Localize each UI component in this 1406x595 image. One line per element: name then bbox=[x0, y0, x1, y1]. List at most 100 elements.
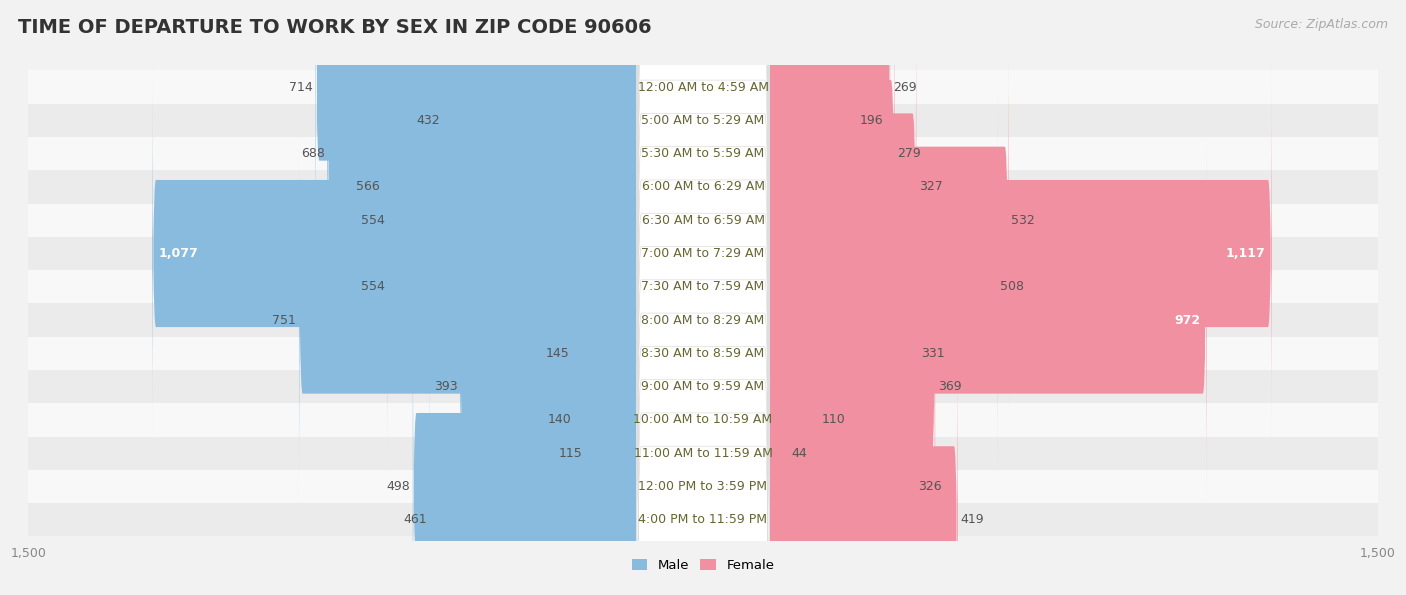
FancyBboxPatch shape bbox=[637, 0, 769, 480]
Text: 688: 688 bbox=[301, 147, 325, 160]
FancyBboxPatch shape bbox=[768, 227, 818, 595]
FancyBboxPatch shape bbox=[768, 127, 1206, 513]
Text: 498: 498 bbox=[387, 480, 411, 493]
Text: 972: 972 bbox=[1174, 314, 1201, 327]
Text: 327: 327 bbox=[920, 180, 942, 193]
Bar bbox=[28, 270, 1378, 303]
Bar bbox=[28, 237, 1378, 270]
Text: 8:00 AM to 8:29 AM: 8:00 AM to 8:29 AM bbox=[641, 314, 765, 327]
Text: 419: 419 bbox=[960, 513, 984, 527]
Bar bbox=[28, 470, 1378, 503]
FancyBboxPatch shape bbox=[637, 94, 769, 595]
FancyBboxPatch shape bbox=[388, 27, 638, 413]
Text: 44: 44 bbox=[792, 447, 807, 460]
Text: 1,077: 1,077 bbox=[159, 247, 198, 260]
Text: 1,117: 1,117 bbox=[1226, 247, 1265, 260]
FancyBboxPatch shape bbox=[768, 94, 998, 480]
FancyBboxPatch shape bbox=[637, 0, 769, 380]
FancyBboxPatch shape bbox=[768, 294, 915, 595]
Text: 508: 508 bbox=[1001, 280, 1025, 293]
Text: 5:00 AM to 5:29 AM: 5:00 AM to 5:29 AM bbox=[641, 114, 765, 127]
FancyBboxPatch shape bbox=[443, 0, 638, 313]
Text: 279: 279 bbox=[897, 147, 921, 160]
FancyBboxPatch shape bbox=[768, 27, 1008, 413]
Bar bbox=[28, 104, 1378, 137]
Bar bbox=[28, 503, 1378, 537]
Text: 11:00 AM to 11:59 AM: 11:00 AM to 11:59 AM bbox=[634, 447, 772, 460]
FancyBboxPatch shape bbox=[637, 194, 769, 595]
FancyBboxPatch shape bbox=[637, 0, 769, 413]
FancyBboxPatch shape bbox=[637, 0, 769, 446]
Text: 110: 110 bbox=[821, 414, 845, 427]
Bar bbox=[28, 303, 1378, 337]
Text: 461: 461 bbox=[404, 513, 427, 527]
FancyBboxPatch shape bbox=[382, 0, 638, 380]
FancyBboxPatch shape bbox=[637, 127, 769, 595]
FancyBboxPatch shape bbox=[768, 261, 789, 595]
Text: TIME OF DEPARTURE TO WORK BY SEX IN ZIP CODE 90606: TIME OF DEPARTURE TO WORK BY SEX IN ZIP … bbox=[18, 18, 652, 37]
FancyBboxPatch shape bbox=[152, 61, 638, 446]
FancyBboxPatch shape bbox=[637, 0, 769, 513]
FancyBboxPatch shape bbox=[637, 61, 769, 580]
Text: Source: ZipAtlas.com: Source: ZipAtlas.com bbox=[1254, 18, 1388, 31]
Text: 196: 196 bbox=[860, 114, 883, 127]
FancyBboxPatch shape bbox=[299, 127, 638, 513]
FancyBboxPatch shape bbox=[413, 294, 638, 595]
FancyBboxPatch shape bbox=[315, 0, 638, 280]
Text: 432: 432 bbox=[416, 114, 440, 127]
Text: 6:30 AM to 6:59 AM: 6:30 AM to 6:59 AM bbox=[641, 214, 765, 227]
Text: 4:00 PM to 11:59 PM: 4:00 PM to 11:59 PM bbox=[638, 513, 768, 527]
Text: 554: 554 bbox=[361, 280, 385, 293]
Text: 7:00 AM to 7:29 AM: 7:00 AM to 7:29 AM bbox=[641, 247, 765, 260]
Text: 369: 369 bbox=[938, 380, 962, 393]
FancyBboxPatch shape bbox=[328, 0, 638, 346]
FancyBboxPatch shape bbox=[574, 227, 638, 595]
FancyBboxPatch shape bbox=[572, 161, 638, 546]
Text: 532: 532 bbox=[1011, 214, 1035, 227]
Text: 145: 145 bbox=[546, 347, 569, 360]
Bar bbox=[28, 70, 1378, 104]
FancyBboxPatch shape bbox=[768, 0, 890, 280]
Text: 714: 714 bbox=[290, 80, 314, 93]
Text: 12:00 AM to 4:59 AM: 12:00 AM to 4:59 AM bbox=[637, 80, 769, 93]
Text: 751: 751 bbox=[273, 314, 297, 327]
FancyBboxPatch shape bbox=[768, 327, 957, 595]
Bar bbox=[28, 437, 1378, 470]
Text: 6:00 AM to 6:29 AM: 6:00 AM to 6:29 AM bbox=[641, 180, 765, 193]
FancyBboxPatch shape bbox=[637, 0, 769, 346]
Text: 269: 269 bbox=[893, 80, 917, 93]
FancyBboxPatch shape bbox=[429, 327, 638, 595]
Bar bbox=[28, 203, 1378, 237]
Text: 8:30 AM to 8:59 AM: 8:30 AM to 8:59 AM bbox=[641, 347, 765, 360]
FancyBboxPatch shape bbox=[768, 161, 918, 546]
Bar bbox=[28, 137, 1378, 170]
Legend: Male, Female: Male, Female bbox=[626, 554, 780, 578]
FancyBboxPatch shape bbox=[585, 261, 638, 595]
FancyBboxPatch shape bbox=[768, 194, 935, 580]
FancyBboxPatch shape bbox=[637, 227, 769, 595]
Text: 393: 393 bbox=[433, 380, 457, 393]
FancyBboxPatch shape bbox=[637, 261, 769, 595]
FancyBboxPatch shape bbox=[460, 194, 638, 580]
FancyBboxPatch shape bbox=[637, 161, 769, 595]
Text: 115: 115 bbox=[558, 447, 582, 460]
FancyBboxPatch shape bbox=[768, 0, 917, 380]
Text: 5:30 AM to 5:59 AM: 5:30 AM to 5:59 AM bbox=[641, 147, 765, 160]
Bar bbox=[28, 337, 1378, 370]
Text: 326: 326 bbox=[918, 480, 942, 493]
FancyBboxPatch shape bbox=[768, 61, 1271, 446]
FancyBboxPatch shape bbox=[768, 0, 858, 313]
Text: 331: 331 bbox=[921, 347, 945, 360]
Text: 12:00 PM to 3:59 PM: 12:00 PM to 3:59 PM bbox=[638, 480, 768, 493]
Bar bbox=[28, 370, 1378, 403]
FancyBboxPatch shape bbox=[768, 0, 894, 346]
Text: 10:00 AM to 10:59 AM: 10:00 AM to 10:59 AM bbox=[634, 414, 772, 427]
FancyBboxPatch shape bbox=[637, 27, 769, 546]
Text: 7:30 AM to 7:59 AM: 7:30 AM to 7:59 AM bbox=[641, 280, 765, 293]
Text: 9:00 AM to 9:59 AM: 9:00 AM to 9:59 AM bbox=[641, 380, 765, 393]
Text: 554: 554 bbox=[361, 214, 385, 227]
Text: 140: 140 bbox=[547, 414, 571, 427]
FancyBboxPatch shape bbox=[388, 94, 638, 480]
Text: 566: 566 bbox=[356, 180, 380, 193]
Bar bbox=[28, 170, 1378, 203]
